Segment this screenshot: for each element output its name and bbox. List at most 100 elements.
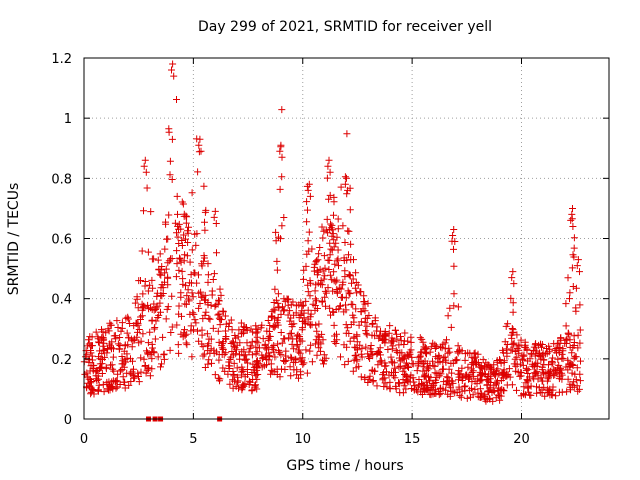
data-point bbox=[153, 292, 161, 300]
data-point bbox=[272, 237, 280, 245]
data-point bbox=[308, 245, 316, 253]
data-point bbox=[199, 352, 207, 360]
data-point bbox=[461, 387, 469, 395]
data-point bbox=[476, 385, 484, 393]
data-point bbox=[158, 281, 166, 289]
data-point bbox=[377, 327, 384, 335]
data-point bbox=[311, 295, 319, 303]
data-point bbox=[326, 251, 334, 259]
data-point bbox=[87, 390, 95, 398]
data-point bbox=[158, 263, 166, 270]
data-point bbox=[483, 395, 491, 403]
data-point bbox=[534, 372, 542, 380]
data-point bbox=[508, 334, 516, 342]
data-point bbox=[219, 340, 226, 348]
data-point bbox=[567, 386, 574, 394]
data-point bbox=[502, 322, 510, 330]
data-point bbox=[352, 344, 360, 352]
data-point bbox=[573, 262, 581, 270]
data-point bbox=[96, 347, 104, 355]
data-point bbox=[230, 359, 238, 367]
data-point bbox=[447, 323, 455, 331]
data-point bbox=[317, 280, 325, 288]
data-point bbox=[273, 257, 281, 265]
data-point bbox=[298, 302, 306, 310]
data-point bbox=[130, 372, 138, 380]
data-point bbox=[320, 275, 328, 283]
data-point bbox=[461, 356, 469, 364]
data-point bbox=[395, 363, 403, 371]
data-point bbox=[185, 223, 192, 231]
data-point bbox=[425, 365, 432, 373]
data-point bbox=[405, 364, 412, 371]
data-point bbox=[306, 277, 314, 285]
data-point bbox=[244, 359, 252, 367]
data-point bbox=[450, 226, 458, 233]
y-tick-label: 0.8 bbox=[51, 172, 72, 187]
data-point bbox=[214, 311, 222, 319]
data-point bbox=[337, 302, 344, 310]
data-point bbox=[576, 268, 583, 276]
data-point bbox=[97, 363, 105, 371]
data-point bbox=[211, 207, 219, 215]
data-point bbox=[538, 377, 546, 385]
data-point bbox=[531, 341, 539, 349]
data-point bbox=[171, 219, 179, 227]
data-point bbox=[422, 386, 430, 394]
data-point bbox=[392, 347, 400, 355]
data-point bbox=[89, 386, 97, 393]
data-point bbox=[305, 180, 313, 188]
data-point bbox=[509, 340, 517, 348]
data-point bbox=[265, 332, 273, 340]
data-point bbox=[211, 371, 219, 379]
data-point bbox=[184, 227, 191, 235]
data-point bbox=[182, 339, 190, 347]
data-point bbox=[444, 374, 452, 382]
x-tick-label: 15 bbox=[404, 432, 421, 447]
data-point bbox=[147, 208, 155, 216]
data-point bbox=[576, 377, 584, 385]
data-point bbox=[137, 368, 145, 376]
data-point bbox=[304, 237, 312, 245]
data-point bbox=[233, 346, 240, 354]
data-point bbox=[207, 301, 215, 309]
data-point bbox=[120, 363, 128, 371]
data-point bbox=[157, 284, 165, 292]
data-point bbox=[521, 338, 529, 346]
data-point bbox=[451, 238, 459, 245]
data-point bbox=[298, 326, 306, 334]
data-point bbox=[137, 337, 145, 345]
data-point bbox=[553, 340, 561, 348]
data-point bbox=[137, 277, 144, 284]
data-point bbox=[379, 376, 387, 384]
data-point bbox=[146, 328, 154, 336]
data-point bbox=[564, 274, 572, 282]
data-point bbox=[533, 383, 540, 391]
data-point bbox=[300, 309, 308, 317]
data-point bbox=[168, 66, 175, 74]
data-point bbox=[274, 299, 282, 307]
data-point bbox=[173, 260, 181, 268]
data-point bbox=[526, 391, 534, 399]
data-point bbox=[178, 242, 186, 249]
data-point bbox=[450, 290, 458, 298]
data-point bbox=[166, 171, 174, 179]
data-point bbox=[146, 281, 154, 289]
data-point bbox=[391, 364, 399, 372]
data-point bbox=[248, 386, 256, 394]
data-point bbox=[99, 381, 107, 389]
data-point bbox=[318, 297, 326, 305]
data-point bbox=[341, 180, 349, 188]
data-point bbox=[523, 376, 531, 384]
data-point bbox=[347, 300, 355, 308]
data-point bbox=[508, 325, 516, 332]
data-point bbox=[429, 380, 437, 388]
data-point bbox=[333, 289, 341, 297]
data-point bbox=[406, 350, 414, 358]
data-point bbox=[453, 356, 461, 364]
data-point bbox=[513, 353, 521, 361]
data-point bbox=[393, 330, 400, 338]
data-point bbox=[304, 315, 312, 323]
data-point bbox=[120, 378, 128, 386]
data-point bbox=[550, 365, 558, 373]
